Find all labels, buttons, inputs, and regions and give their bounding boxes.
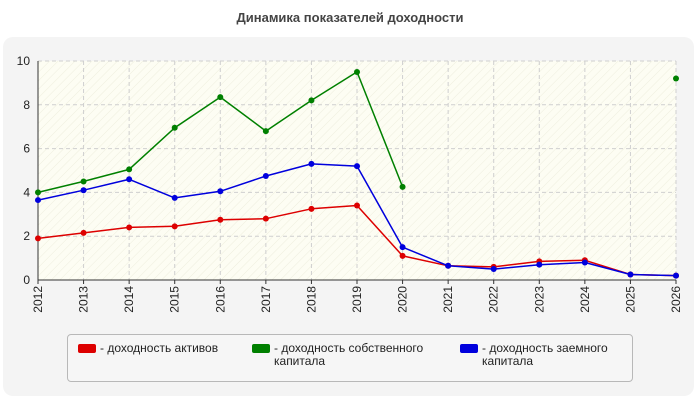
x-tick-label: 2013 [77, 286, 91, 313]
plot-area [38, 61, 676, 280]
y-tick-label: 10 [17, 54, 31, 68]
data-point [354, 202, 360, 209]
y-tick-labels: 0 2 4 6 8 10 [17, 54, 31, 287]
data-point [581, 259, 588, 266]
legend-label-debt: - доходность заемного капитала [482, 341, 608, 368]
x-tick-label: 2022 [487, 286, 501, 313]
data-point [35, 189, 41, 196]
x-tick-label: 2020 [396, 286, 410, 313]
data-point [80, 178, 87, 185]
grid-lines [38, 60, 677, 280]
x-tick-label: 2026 [669, 286, 683, 313]
data-point [126, 176, 133, 183]
data-point [308, 160, 315, 167]
legend-swatch-equity [252, 344, 270, 353]
legend-swatch-assets [78, 344, 96, 353]
legend-label-equity: - доходность собственного капитала [274, 341, 424, 368]
y-tick-label: 2 [23, 229, 30, 243]
x-tick-label: 2024 [578, 286, 592, 313]
series-2 [35, 160, 679, 279]
data-point [171, 194, 178, 201]
x-tick-label: 2012 [31, 286, 45, 313]
data-point [262, 128, 269, 135]
y-tick-label: 0 [23, 273, 30, 287]
x-tick-label: 2015 [168, 286, 182, 313]
data-point [673, 272, 679, 279]
axes [37, 61, 677, 284]
data-point [35, 235, 41, 242]
x-tick-label: 2016 [213, 286, 227, 313]
data-point [354, 68, 360, 75]
data-point [262, 172, 269, 179]
data-point [217, 94, 224, 101]
legend-swatch-debt [460, 344, 478, 353]
x-tick-label: 2018 [304, 286, 318, 313]
x-tick-labels: 2012 2013 2014 2015 2016 2017 2018 2019 2020 2021… [31, 286, 683, 313]
legend: - доходность активов - доходность собств… [67, 334, 633, 382]
x-tick-label: 2023 [532, 286, 546, 313]
data-point [399, 244, 406, 251]
series-layer [35, 68, 679, 279]
x-tick-label: 2019 [350, 286, 364, 313]
data-point [171, 223, 178, 230]
y-tick-label: 6 [23, 142, 30, 156]
x-tick-label: 2021 [441, 286, 455, 313]
data-point [308, 205, 315, 212]
x-tick-label: 2014 [122, 286, 136, 313]
data-point [35, 197, 41, 204]
data-point [80, 229, 87, 236]
data-point [627, 271, 634, 278]
y-tick-label: 8 [23, 98, 30, 112]
data-point [126, 224, 133, 231]
legend-label-assets: - доходность активов [100, 341, 219, 355]
data-point [126, 166, 133, 173]
series-1 [35, 68, 679, 196]
chart-title: Динамика показателей доходности [236, 10, 464, 25]
data-point [80, 187, 87, 194]
x-tick-label: 2025 [623, 286, 637, 313]
data-point [536, 261, 543, 268]
data-point [217, 216, 224, 223]
data-point [399, 252, 406, 259]
data-point [399, 183, 406, 190]
data-point [217, 188, 224, 195]
data-point [171, 124, 178, 131]
data-point [445, 262, 452, 269]
y-tick-label: 4 [23, 185, 30, 199]
x-tick-label: 2017 [259, 286, 273, 313]
data-point [354, 163, 360, 170]
data-point [262, 215, 269, 222]
data-point [308, 97, 315, 104]
data-point [673, 75, 679, 82]
data-point [490, 266, 497, 273]
